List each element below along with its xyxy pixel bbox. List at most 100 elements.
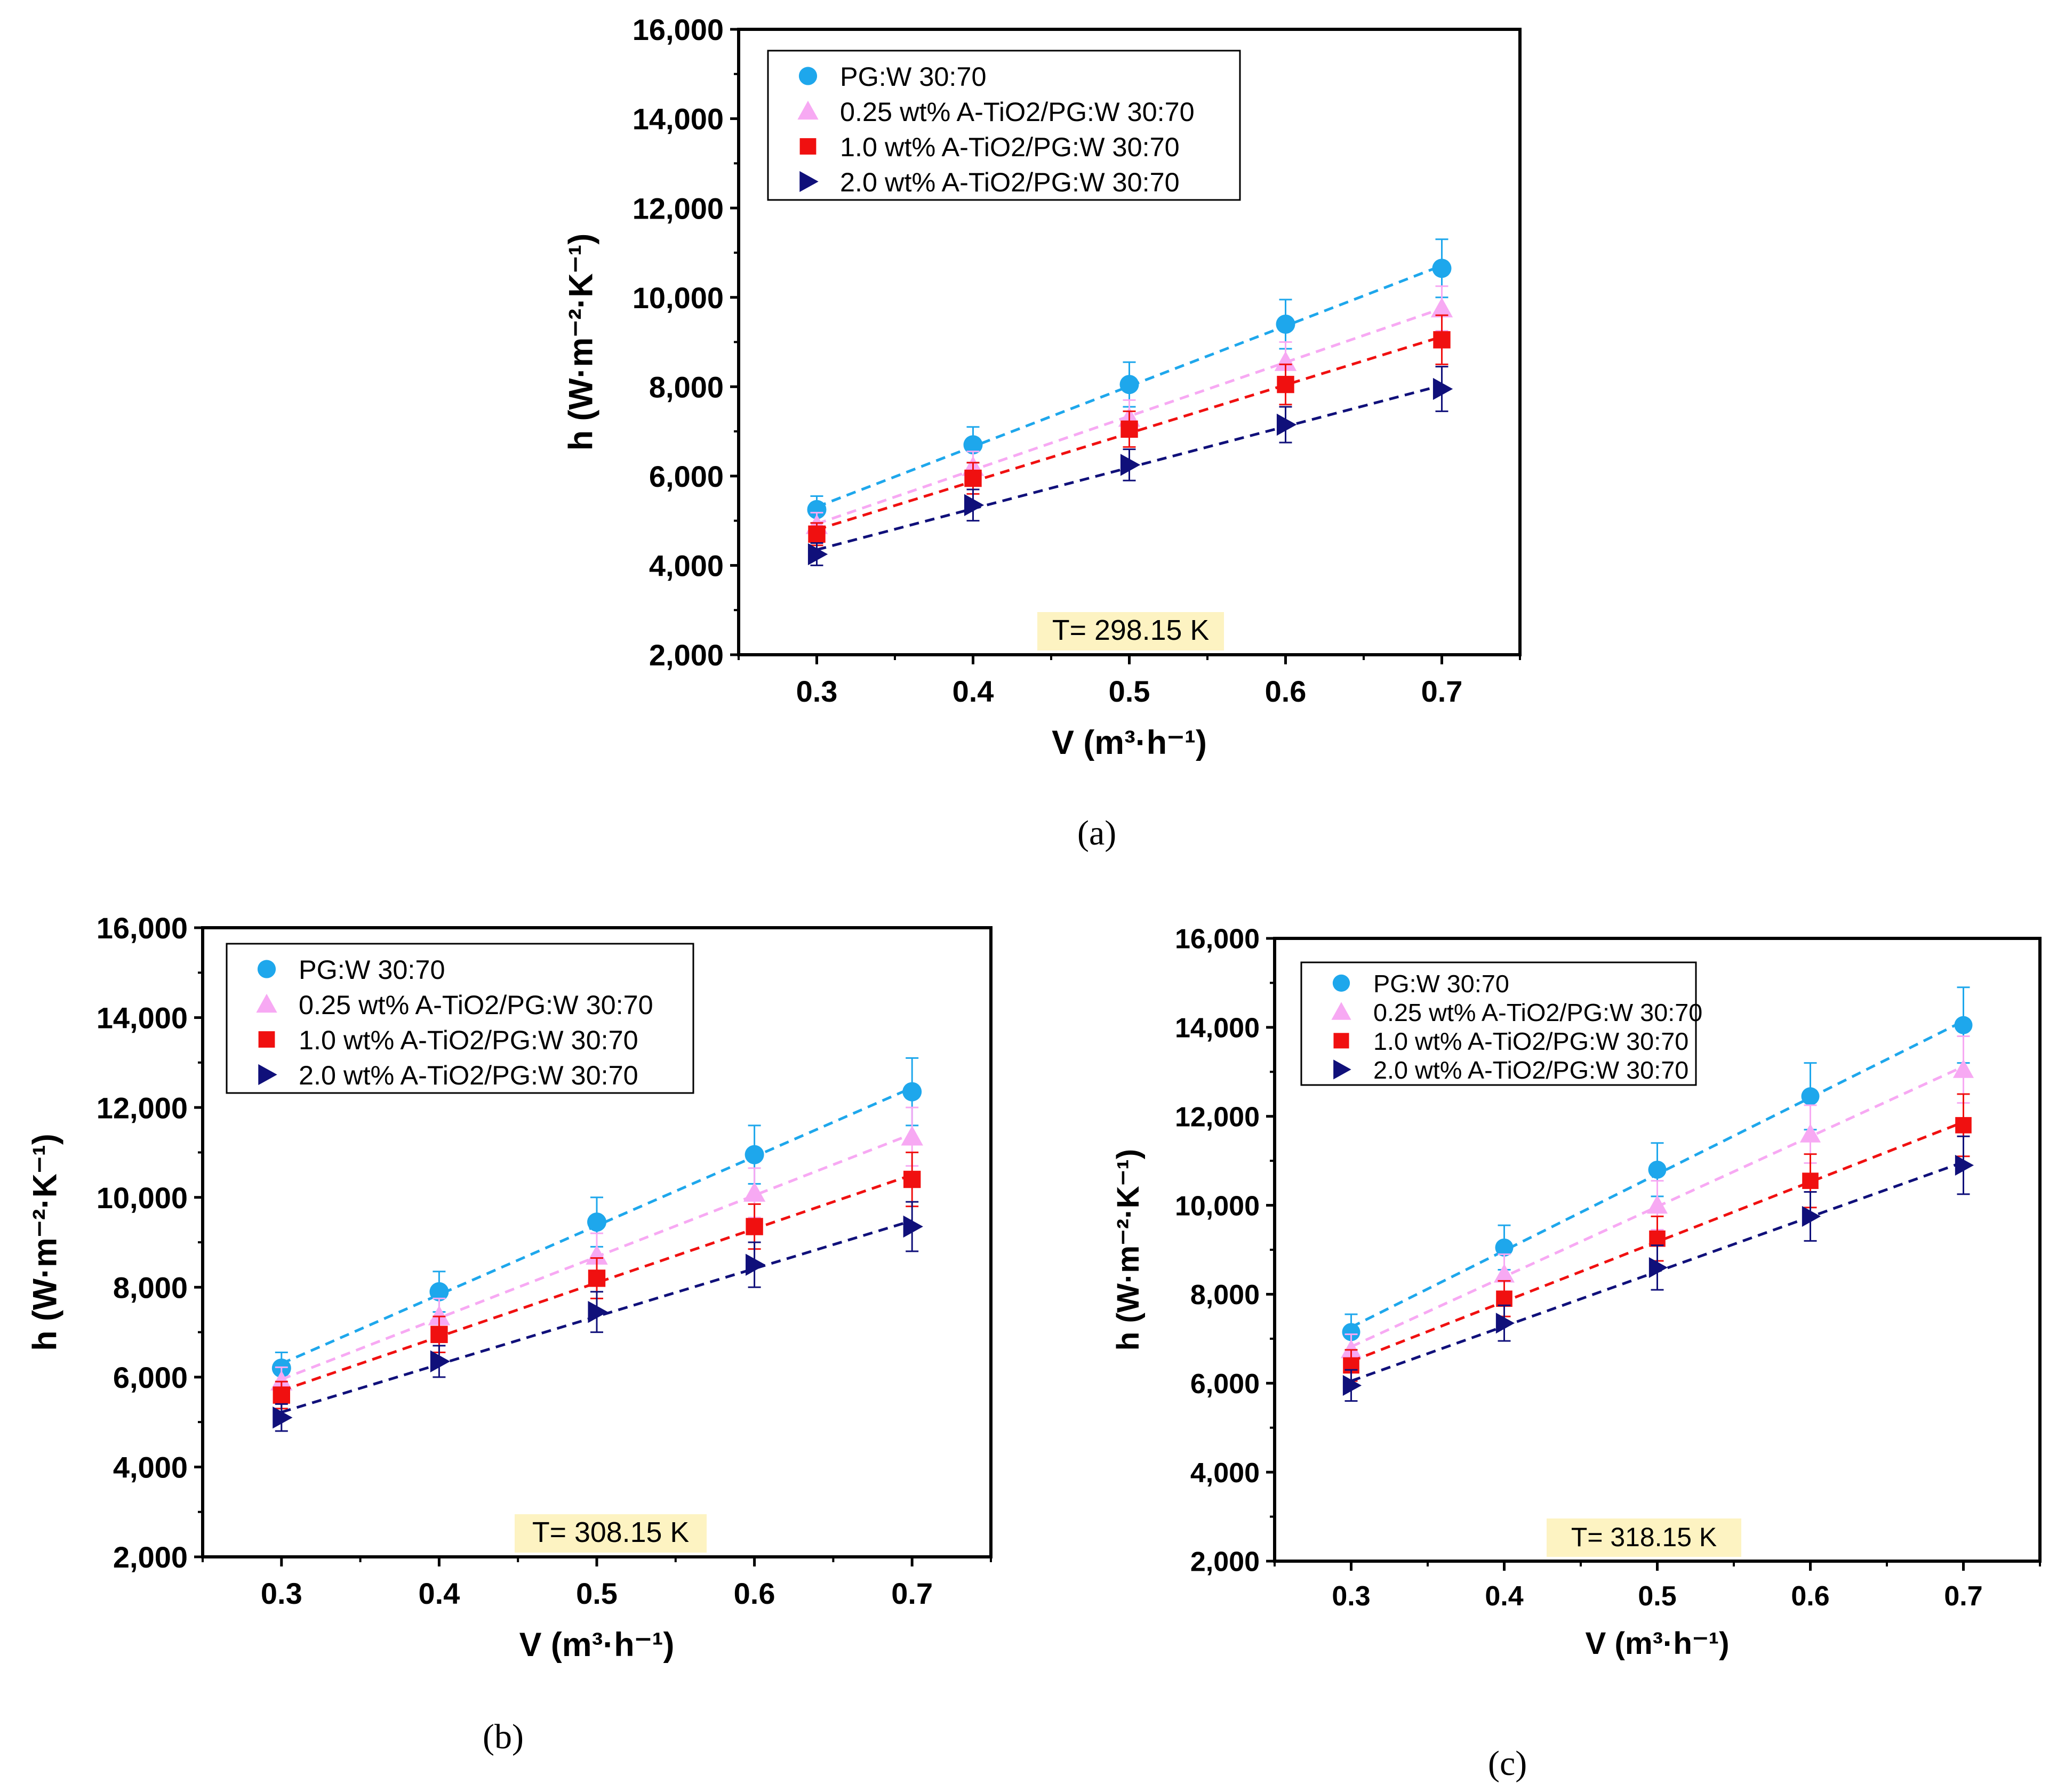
- x-tick-label-b-1: 0.4: [418, 1577, 460, 1610]
- data-point-a-2-3: [1277, 375, 1294, 393]
- data-point-b-0-2: [587, 1212, 606, 1232]
- data-point-c-1-4: [1952, 1059, 1974, 1078]
- data-point-c-2-3: [1802, 1172, 1819, 1189]
- chart-a-svg: 2,000 4,000 6,000 8,000 10,000 12,000 14,000 16…: [563, 13, 1522, 761]
- y-tick-label-c-3: 8,000: [1190, 1280, 1260, 1311]
- y-tick-label-b-7: 16,000: [97, 911, 188, 945]
- data-point-a-2-1: [964, 469, 982, 487]
- x-tick-label-c-0: 0.3: [1332, 1581, 1370, 1612]
- y-tick-label-b-2: 6,000: [113, 1361, 188, 1394]
- data-point-b-2-4: [903, 1170, 921, 1188]
- legend-marker-c-3: [1333, 1059, 1351, 1080]
- y-tick-label-c-1: 4,000: [1190, 1458, 1260, 1489]
- chart-panel-a: 2,000 4,000 6,000 8,000 10,000 12,000 14,000 16…: [0, 0, 2057, 832]
- legend-box-c: [1300, 961, 1697, 1086]
- data-point-a-0-0: [807, 500, 827, 519]
- data-point-c-3-4: [1955, 1154, 1974, 1176]
- data-point-b-3-4: [903, 1215, 923, 1238]
- x-tick-label-b-4: 0.7: [891, 1577, 933, 1610]
- data-point-b-1-1: [428, 1305, 451, 1325]
- data-point-b-2-3: [746, 1218, 763, 1235]
- data-point-b-3-0: [273, 1407, 293, 1429]
- x-tick-label-a-4: 0.7: [1421, 674, 1463, 708]
- temperature-box-a: [1037, 612, 1224, 650]
- data-point-c-0-1: [1495, 1238, 1514, 1257]
- temperature-label-a: T= 298.15 K: [1052, 614, 1209, 646]
- legend-marker-a-0: [798, 67, 818, 85]
- data-point-b-0-4: [902, 1082, 922, 1102]
- legend-marker-a-1: [797, 100, 819, 120]
- data-point-a-3-1: [964, 494, 985, 517]
- y-tick-label-c-7: 16,000: [1175, 924, 1260, 955]
- data-point-a-1-4: [1430, 297, 1453, 318]
- data-point-b-2-2: [588, 1269, 606, 1287]
- data-point-c-3-1: [1495, 1313, 1515, 1334]
- plot-frame-b: [201, 926, 993, 1558]
- temperature-label-b: T= 308.15 K: [532, 1516, 689, 1548]
- legend-label-b-2: 1.0 wt% A-TiO2/PG:W 30:70: [299, 1025, 638, 1055]
- y-axis-label-a: h (W·m⁻²·K⁻¹): [563, 234, 600, 451]
- data-point-b-1-2: [586, 1244, 608, 1265]
- y-tick-label-c-6: 14,000: [1175, 1013, 1260, 1044]
- y-tick-label-a-0: 2,000: [649, 638, 724, 672]
- x-axis-label-a: V (m³·h⁻¹): [1052, 724, 1207, 761]
- data-point-c-2-4: [1955, 1117, 1972, 1134]
- y-tick-label-a-1: 4,000: [649, 549, 724, 583]
- data-point-c-2-1: [1496, 1290, 1512, 1307]
- x-tick-label-c-2: 0.5: [1638, 1581, 1676, 1612]
- data-point-b-0-3: [745, 1145, 764, 1164]
- data-point-c-0-4: [1954, 1016, 1973, 1034]
- panel-caption-a: (a): [1077, 814, 1117, 853]
- y-tick-label-c-5: 12,000: [1175, 1102, 1260, 1132]
- data-point-c-1-2: [1646, 1195, 1668, 1214]
- x-axis-label-c: V (m³·h⁻¹): [1585, 1626, 1729, 1661]
- panel-caption-c: (c): [1488, 1744, 1527, 1783]
- legend-label-b-3: 2.0 wt% A-TiO2/PG:W 30:70: [299, 1060, 638, 1090]
- y-tick-label-b-5: 12,000: [97, 1091, 188, 1124]
- legend-marker-c-1: [1331, 1002, 1351, 1020]
- legend-box-a: [767, 50, 1241, 201]
- data-point-a-0-2: [1119, 375, 1139, 395]
- x-tick-label-b-2: 0.5: [576, 1577, 618, 1610]
- data-point-a-2-0: [808, 525, 826, 543]
- legend-label-c-0: PG:W 30:70: [1373, 970, 1509, 998]
- y-tick-label-b-4: 10,000: [97, 1181, 188, 1215]
- y-axis-label-c: h (W·m⁻²·K⁻¹): [1111, 1149, 1146, 1351]
- data-point-c-1-1: [1493, 1264, 1515, 1283]
- legend-label-a-2: 1.0 wt% A-TiO2/PG:W 30:70: [840, 132, 1180, 162]
- data-point-b-3-2: [588, 1300, 608, 1323]
- legend-marker-b-3: [258, 1064, 277, 1086]
- y-tick-label-b-1: 4,000: [113, 1451, 188, 1484]
- x-tick-label-c-1: 0.4: [1485, 1581, 1523, 1612]
- legend-box-b: [226, 943, 694, 1094]
- legend-marker-a-2: [799, 138, 817, 155]
- data-point-b-3-1: [430, 1350, 451, 1373]
- legend-label-c-2: 1.0 wt% A-TiO2/PG:W 30:70: [1373, 1027, 1688, 1055]
- plot-frame-c: [1273, 937, 2042, 1563]
- y-tick-label-c-0: 2,000: [1190, 1547, 1260, 1578]
- legend-label-b-0: PG:W 30:70: [299, 954, 445, 985]
- data-point-c-1-3: [1799, 1123, 1821, 1143]
- legend-marker-a-3: [799, 171, 819, 192]
- y-tick-label-c-4: 10,000: [1175, 1191, 1260, 1222]
- plot-frame-a: [737, 28, 1522, 656]
- data-point-a-3-2: [1120, 454, 1141, 476]
- y-axis-label-b: h (W·m⁻²·K⁻¹): [27, 1134, 64, 1351]
- legend-marker-c-0: [1332, 974, 1350, 992]
- data-point-c-3-3: [1802, 1206, 1821, 1227]
- legend-marker-b-0: [257, 960, 276, 978]
- legend-label-c-3: 2.0 wt% A-TiO2/PG:W 30:70: [1373, 1056, 1688, 1084]
- data-point-b-1-0: [270, 1370, 293, 1391]
- x-tick-label-b-3: 0.6: [734, 1577, 775, 1610]
- y-tick-label-a-2: 6,000: [649, 460, 724, 493]
- legend-label-a-0: PG:W 30:70: [840, 61, 986, 92]
- data-point-a-0-3: [1276, 314, 1295, 334]
- data-point-b-1-3: [743, 1182, 766, 1202]
- panel-caption-b: (b): [483, 1717, 524, 1756]
- y-tick-label-a-4: 10,000: [633, 281, 724, 315]
- data-point-a-2-2: [1120, 420, 1138, 438]
- data-point-a-2-4: [1433, 331, 1451, 349]
